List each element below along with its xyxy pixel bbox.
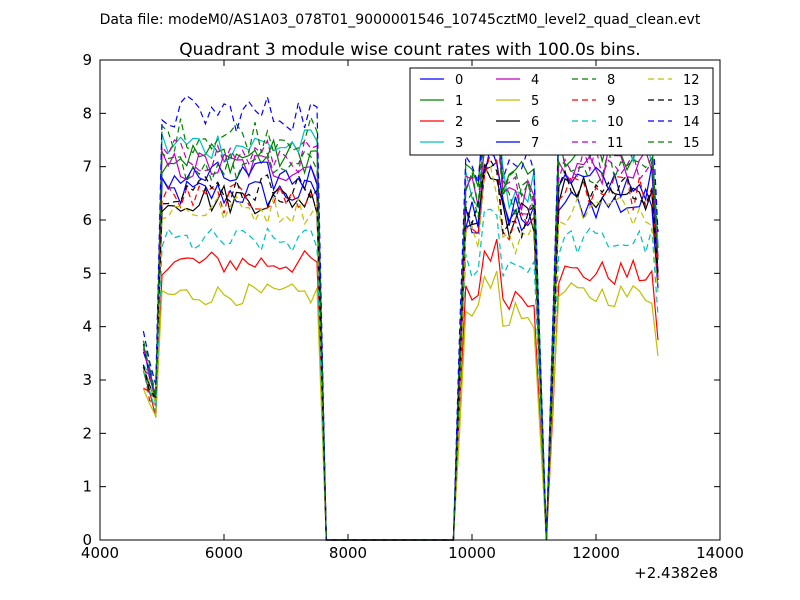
legend-label-8: 8 <box>607 73 615 88</box>
x-offset-label: +2.4382e8 <box>634 564 718 582</box>
y-tick-label: 9 <box>82 51 92 69</box>
x-tick-label: 14000 <box>696 544 744 562</box>
x-tick-label: 8000 <box>329 544 367 562</box>
legend-label-6: 6 <box>531 115 539 130</box>
y-tick-label: 8 <box>82 104 92 122</box>
legend-label-5: 5 <box>531 94 539 109</box>
series-line-14 <box>142 94 659 541</box>
y-tick-label: 4 <box>82 318 92 336</box>
y-tick-label: 1 <box>82 478 92 496</box>
series-line-12 <box>142 165 659 541</box>
legend-label-11: 11 <box>607 136 624 151</box>
legend-label-1: 1 <box>455 94 463 109</box>
series-line-3 <box>142 106 659 541</box>
series-line-10 <box>142 208 659 541</box>
legend-box <box>409 67 714 156</box>
x-tick-label: 12000 <box>572 544 620 562</box>
series-line-4 <box>143 119 659 541</box>
plot-lines <box>142 89 659 541</box>
series-line-1 <box>142 89 659 541</box>
series-line-11 <box>142 114 659 541</box>
y-tick-label: 5 <box>82 264 92 282</box>
legend-label-12: 12 <box>683 73 700 88</box>
legend-label-4: 4 <box>531 73 539 88</box>
legend-label-15: 15 <box>683 136 700 151</box>
legend-label-7: 7 <box>531 136 539 151</box>
chart-title: Quadrant 3 module wise count rates with … <box>179 40 640 60</box>
y-tick-label: 7 <box>82 158 92 176</box>
legend-label-14: 14 <box>683 115 700 130</box>
series-line-13 <box>142 159 659 541</box>
x-tick-label: 4000 <box>81 544 119 562</box>
series-line-5 <box>142 270 659 541</box>
x-axis: 4000 6000 8000 10000 12000 14000 <box>81 60 744 562</box>
legend-label-2: 2 <box>455 115 463 130</box>
x-tick-label: 10000 <box>448 544 496 562</box>
legend-label-10: 10 <box>607 115 624 130</box>
series-line-0 <box>142 161 659 541</box>
series-line-6 <box>142 162 659 541</box>
y-tick-label: 2 <box>82 424 92 442</box>
series-line-2 <box>143 238 659 541</box>
legend-label-13: 13 <box>683 94 700 109</box>
y-tick-label: 3 <box>82 371 92 389</box>
series-line-7 <box>142 143 659 541</box>
series-line-8 <box>142 112 659 541</box>
x-tick-label: 6000 <box>205 544 243 562</box>
suptitle: Data file: modeM0/AS1A03_078T01_90000015… <box>100 12 701 28</box>
series-line-15 <box>142 117 659 541</box>
legend-label-0: 0 <box>455 73 463 88</box>
series-line-9 <box>142 150 659 541</box>
legend-label-3: 3 <box>455 136 463 151</box>
y-tick-label: 0 <box>82 531 92 549</box>
y-tick-label: 6 <box>82 211 92 229</box>
plot-frame <box>99 59 721 541</box>
legend-label-9: 9 <box>607 94 615 109</box>
